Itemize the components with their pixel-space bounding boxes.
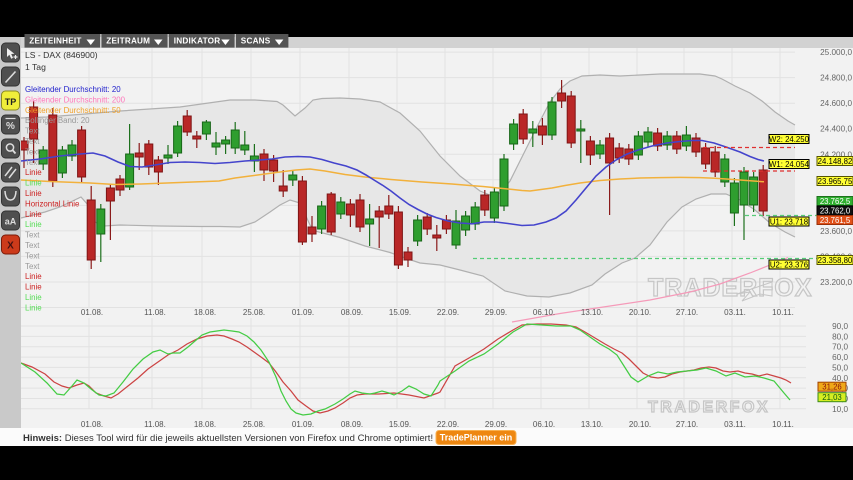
svg-text:01.08.: 01.08. xyxy=(81,308,103,317)
svg-text:Horizontal Linie: Horizontal Linie xyxy=(25,199,80,208)
svg-text:Gleitender Durchschnitt: 200: Gleitender Durchschnitt: 200 xyxy=(25,95,126,104)
svg-text:13.10.: 13.10. xyxy=(581,420,603,429)
svg-text:ZEITRAUM: ZEITRAUM xyxy=(106,37,150,46)
svg-text:Linie: Linie xyxy=(25,179,42,188)
svg-text:W2: 24.250: W2: 24.250 xyxy=(769,135,810,144)
svg-text:INDIKATOR: INDIKATOR xyxy=(174,37,221,46)
svg-text:15.09.: 15.09. xyxy=(389,420,411,429)
svg-text:Gleitender Durchschnitt: 20: Gleitender Durchschnitt: 20 xyxy=(25,85,121,94)
svg-text:W1: 24.054: W1: 24.054 xyxy=(769,160,810,169)
svg-text:01.09.: 01.09. xyxy=(292,308,314,317)
svg-text:06.10.: 06.10. xyxy=(533,420,555,429)
svg-text:11.08.: 11.08. xyxy=(144,308,166,317)
svg-text:08.09.: 08.09. xyxy=(341,420,363,429)
svg-text:27.10.: 27.10. xyxy=(676,308,698,317)
svg-text:23.761,5: 23.761,5 xyxy=(820,216,851,225)
svg-text:24.800,0: 24.800,0 xyxy=(820,74,852,83)
svg-text:10.11.: 10.11. xyxy=(772,308,794,317)
svg-text:Gleitender Durchschnitt: 50: Gleitender Durchschnitt: 50 xyxy=(25,106,121,115)
svg-text:15.09.: 15.09. xyxy=(389,308,411,317)
svg-text:LS - DAX (846900): LS - DAX (846900) xyxy=(25,50,98,60)
svg-text:Linie: Linie xyxy=(25,220,42,229)
svg-text:aA: aA xyxy=(5,217,17,227)
svg-text:TradePlanner ein: TradePlanner ein xyxy=(440,433,513,443)
svg-text:23.762,5: 23.762,5 xyxy=(820,197,851,206)
svg-text:13.10.: 13.10. xyxy=(581,308,603,317)
svg-text:SCANS: SCANS xyxy=(241,37,271,46)
svg-text:Linie: Linie xyxy=(25,283,42,292)
svg-text:TP: TP xyxy=(5,97,17,107)
svg-text:Text: Text xyxy=(25,251,40,260)
svg-text:29.09.: 29.09. xyxy=(485,420,507,429)
svg-text:Linie: Linie xyxy=(25,189,42,198)
svg-text:Linie: Linie xyxy=(25,303,42,312)
svg-text:TRADERFOX: TRADERFOX xyxy=(648,399,770,416)
svg-text:Hinweis: Dieses Tool wird für: Hinweis: Dieses Tool wird für die jeweil… xyxy=(23,433,433,444)
svg-text:Linie: Linie xyxy=(25,168,42,177)
svg-text:29.09.: 29.09. xyxy=(485,308,507,317)
svg-text:20.10.: 20.10. xyxy=(629,308,651,317)
svg-text:1 Tag: 1 Tag xyxy=(25,62,46,72)
svg-text:Text: Text xyxy=(25,127,40,136)
svg-text:70,0: 70,0 xyxy=(832,343,848,352)
svg-text:03.11.: 03.11. xyxy=(724,420,746,429)
svg-text:10.11.: 10.11. xyxy=(772,420,794,429)
svg-text:Linie: Linie xyxy=(25,272,42,281)
svg-text:24.600,0: 24.600,0 xyxy=(820,99,852,108)
svg-text:ZEITEINHEIT: ZEITEINHEIT xyxy=(29,37,81,46)
svg-text:X: X xyxy=(7,241,14,252)
svg-text:24.400,0: 24.400,0 xyxy=(820,125,852,134)
svg-text:Text: Text xyxy=(25,158,40,167)
svg-text:24.148,82: 24.148,82 xyxy=(818,157,853,166)
svg-text:40,0: 40,0 xyxy=(832,374,848,383)
svg-text:03.11.: 03.11. xyxy=(724,308,746,317)
svg-text:23.600,0: 23.600,0 xyxy=(820,227,852,236)
svg-text:22.09.: 22.09. xyxy=(437,308,459,317)
svg-text:11.08.: 11.08. xyxy=(144,420,166,429)
svg-text:23.200,0: 23.200,0 xyxy=(820,278,852,287)
svg-text:Linie: Linie xyxy=(25,293,42,302)
svg-text:21,03: 21,03 xyxy=(822,393,842,402)
svg-text:10,0: 10,0 xyxy=(832,405,848,414)
svg-text:Bollinger Band: 20: Bollinger Band: 20 xyxy=(25,116,90,125)
svg-text:80,0: 80,0 xyxy=(832,332,848,341)
svg-text:Text: Text xyxy=(25,262,40,271)
svg-text:20.10.: 20.10. xyxy=(629,420,651,429)
svg-text:18.08.: 18.08. xyxy=(194,420,216,429)
svg-text:Text: Text xyxy=(25,137,40,146)
svg-text:25.000,0: 25.000,0 xyxy=(820,48,852,57)
svg-text:Linie: Linie xyxy=(25,210,42,219)
svg-text:18.08.: 18.08. xyxy=(194,308,216,317)
svg-text:23.965,75: 23.965,75 xyxy=(818,177,853,186)
svg-text:22.09.: 22.09. xyxy=(437,420,459,429)
svg-text:25.08.: 25.08. xyxy=(243,308,265,317)
svg-text:U2: 23.376: U2: 23.376 xyxy=(770,260,808,269)
svg-text:60,0: 60,0 xyxy=(832,353,848,362)
svg-text:50,0: 50,0 xyxy=(832,363,848,372)
svg-text:TRADERFOX: TRADERFOX xyxy=(648,274,813,302)
svg-text:31,26: 31,26 xyxy=(822,383,842,392)
svg-text:23.762,0: 23.762,0 xyxy=(820,206,851,215)
svg-text:27.10.: 27.10. xyxy=(676,420,698,429)
svg-text:90,0: 90,0 xyxy=(832,322,848,331)
svg-text:25.08.: 25.08. xyxy=(243,420,265,429)
svg-text:01.08.: 01.08. xyxy=(81,420,103,429)
svg-text:Text: Text xyxy=(25,241,40,250)
svg-text:U1: 23.718: U1: 23.718 xyxy=(770,217,808,226)
svg-text:23.358,80: 23.358,80 xyxy=(818,256,853,265)
svg-text:08.09.: 08.09. xyxy=(341,308,363,317)
svg-text:24.200,0: 24.200,0 xyxy=(820,150,852,159)
svg-text:%: % xyxy=(6,121,15,132)
svg-text:06.10.: 06.10. xyxy=(533,308,555,317)
svg-text:Text: Text xyxy=(25,147,40,156)
svg-text:Text: Text xyxy=(25,231,40,240)
svg-text:01.09.: 01.09. xyxy=(292,420,314,429)
